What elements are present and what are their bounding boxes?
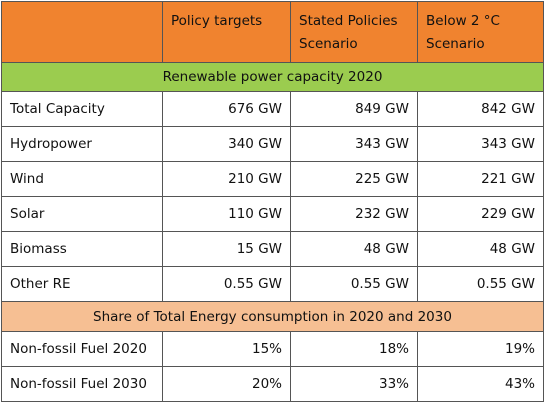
table-header-row: Policy targets Stated Policies Scenario …: [1, 1, 544, 63]
cell-policy-targets: 210 GW: [162, 161, 291, 197]
cell-stated-policies: 48 GW: [290, 231, 418, 267]
cell-stated-policies: 232 GW: [290, 196, 418, 232]
table-row: Non-fossil Fuel 2030 20% 33% 43%: [1, 366, 544, 402]
cell-policy-targets: 676 GW: [162, 91, 291, 127]
row-label: Biomass: [1, 231, 163, 267]
cell-policy-targets: 110 GW: [162, 196, 291, 232]
table-row: Solar 110 GW 232 GW 229 GW: [1, 196, 544, 232]
cell-policy-targets: 15 GW: [162, 231, 291, 267]
table-row: Hydropower 340 GW 343 GW 343 GW: [1, 126, 544, 162]
header-stated-policies: Stated Policies Scenario: [290, 1, 418, 63]
cell-policy-targets: 0.55 GW: [162, 266, 291, 302]
cell-stated-policies: 225 GW: [290, 161, 418, 197]
table-row: Total Capacity 676 GW 849 GW 842 GW: [1, 91, 544, 127]
row-label: Total Capacity: [1, 91, 163, 127]
capacity-table: Policy targets Stated Policies Scenario …: [1, 1, 544, 402]
row-label: Hydropower: [1, 126, 163, 162]
cell-below-2c: 48 GW: [417, 231, 544, 267]
header-policy-targets: Policy targets: [162, 1, 291, 63]
table-row: Wind 210 GW 225 GW 221 GW: [1, 161, 544, 197]
table-row: Other RE 0.55 GW 0.55 GW 0.55 GW: [1, 266, 544, 302]
cell-policy-targets: 20%: [162, 366, 291, 402]
cell-below-2c: 43%: [417, 366, 544, 402]
cell-stated-policies: 33%: [290, 366, 418, 402]
cell-below-2c: 343 GW: [417, 126, 544, 162]
cell-stated-policies: 343 GW: [290, 126, 418, 162]
row-label: Non-fossil Fuel 2020: [1, 331, 163, 367]
section-title-share: Share of Total Energy consumption in 202…: [1, 301, 544, 332]
cell-below-2c: 0.55 GW: [417, 266, 544, 302]
row-label: Wind: [1, 161, 163, 197]
section-title-capacity: Renewable power capacity 2020: [1, 62, 544, 92]
cell-below-2c: 229 GW: [417, 196, 544, 232]
cell-stated-policies: 0.55 GW: [290, 266, 418, 302]
row-label: Non-fossil Fuel 2030: [1, 366, 163, 402]
table-row: Non-fossil Fuel 2020 15% 18% 19%: [1, 331, 544, 367]
header-empty-cell: [1, 1, 163, 63]
row-label: Other RE: [1, 266, 163, 302]
table-row: Biomass 15 GW 48 GW 48 GW: [1, 231, 544, 267]
cell-below-2c: 19%: [417, 331, 544, 367]
header-below-2c: Below 2 °C Scenario: [417, 1, 544, 63]
cell-below-2c: 221 GW: [417, 161, 544, 197]
cell-stated-policies: 18%: [290, 331, 418, 367]
cell-policy-targets: 340 GW: [162, 126, 291, 162]
cell-policy-targets: 15%: [162, 331, 291, 367]
cell-stated-policies: 849 GW: [290, 91, 418, 127]
section-header-row: Share of Total Energy consumption in 202…: [1, 301, 544, 332]
cell-below-2c: 842 GW: [417, 91, 544, 127]
row-label: Solar: [1, 196, 163, 232]
section-header-row: Renewable power capacity 2020: [1, 62, 544, 92]
